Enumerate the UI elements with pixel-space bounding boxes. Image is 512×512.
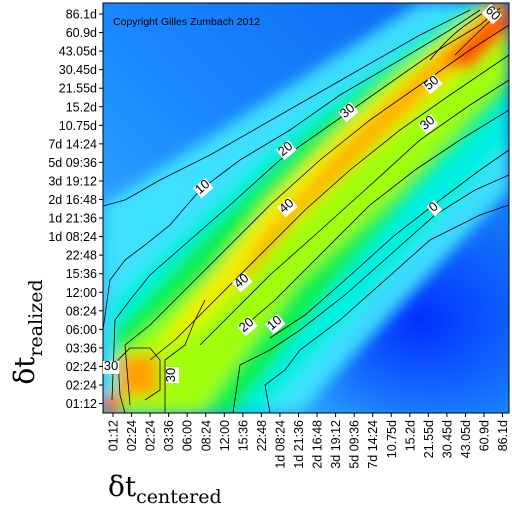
x-tick-label: 10.75d xyxy=(385,420,399,458)
plot-frame xyxy=(102,2,510,414)
x-axis-symbol: δt xyxy=(108,470,137,503)
y-tick-label: 03:36 xyxy=(66,341,97,355)
x-tick-label: 01:12 xyxy=(107,420,121,451)
y-tick-label: 22:48 xyxy=(66,249,97,263)
y-tick-label: 2d 16:48 xyxy=(48,193,97,207)
y-axis-title: δtrealized xyxy=(8,279,47,384)
y-tick-label: 06:00 xyxy=(66,323,97,337)
x-tick-label: 3d 19:12 xyxy=(329,420,343,469)
y-tick-label: 5d 09:36 xyxy=(48,156,97,170)
x-tick-label: 60.9d xyxy=(478,420,492,451)
y-axis-subscript: realized xyxy=(25,279,47,356)
x-tick-label: 21.55d xyxy=(422,420,436,458)
y-tick-label: 08:24 xyxy=(66,304,97,318)
x-tick-label: 02:24 xyxy=(125,420,139,451)
x-tick-label: 15:36 xyxy=(236,420,250,451)
y-tick-label: 21.55d xyxy=(59,82,97,96)
x-tick-label: 06:00 xyxy=(181,420,195,451)
x-tick-label: 7d 14:24 xyxy=(366,420,380,469)
y-axis-symbol: δt xyxy=(8,356,41,385)
x-tick-label: 2d 16:48 xyxy=(311,420,325,469)
y-tick-label: 02:24 xyxy=(66,379,97,393)
y-tick-label: 30.45d xyxy=(59,63,97,77)
y-tick-label: 1d 08:24 xyxy=(48,230,97,244)
svg-text:δtrealized: δtrealized xyxy=(8,279,47,384)
contour-label-30-blob: 30 xyxy=(104,358,118,373)
x-tick-label: 22:48 xyxy=(255,420,269,451)
contour-label-30-lower: 30 xyxy=(163,368,178,382)
x-tick-label: 03:36 xyxy=(162,420,176,451)
x-tick-label: 1d 21:36 xyxy=(292,420,306,469)
x-tick-label: 86.1d xyxy=(496,420,510,451)
x-axis-title: δtcentered xyxy=(108,470,222,508)
y-axis: 86.1d 60.9d 43.05d 30.45d 21.55d 15.2d 10.75d 7… xyxy=(48,8,103,411)
y-tick-label: 02:24 xyxy=(66,360,97,374)
svg-text:δtcentered: δtcentered xyxy=(108,470,222,508)
x-tick-label: 43.05d xyxy=(459,420,473,458)
x-tick-label: 1d 08:24 xyxy=(273,420,287,469)
x-tick-label: 5d 09:36 xyxy=(348,420,362,469)
x-axis: 01:12 02:24 02:24 03:36 06:00 08:24 12:00 15:36… xyxy=(107,413,510,469)
y-tick-label: 1d 21:36 xyxy=(48,212,97,226)
x-tick-label: 02:24 xyxy=(144,420,158,451)
y-tick-label: 7d 14:24 xyxy=(48,137,97,151)
y-tick-label: 60.9d xyxy=(66,26,97,40)
y-tick-label: 86.1d xyxy=(66,8,97,22)
y-tick-label: 43.05d xyxy=(59,45,97,59)
copyright-text: Copyright Gilles Zumbach 2012 xyxy=(113,16,260,28)
y-tick-label: 01:12 xyxy=(66,397,97,411)
y-tick-label: 10.75d xyxy=(59,119,97,133)
x-tick-label: 30.45d xyxy=(440,420,454,458)
y-tick-label: 15:36 xyxy=(66,267,97,281)
x-tick-label: 08:24 xyxy=(199,420,213,451)
heatmap-field xyxy=(103,3,509,413)
y-tick-label: 15.2d xyxy=(66,100,97,114)
y-tick-label: 12:00 xyxy=(66,286,97,300)
x-tick-label: 12:00 xyxy=(218,420,232,451)
x-axis-subscript: centered xyxy=(136,486,222,508)
contour-lines xyxy=(103,7,509,413)
y-tick-label: 3d 19:12 xyxy=(48,174,97,188)
x-tick-label: 15.2d xyxy=(403,420,417,451)
